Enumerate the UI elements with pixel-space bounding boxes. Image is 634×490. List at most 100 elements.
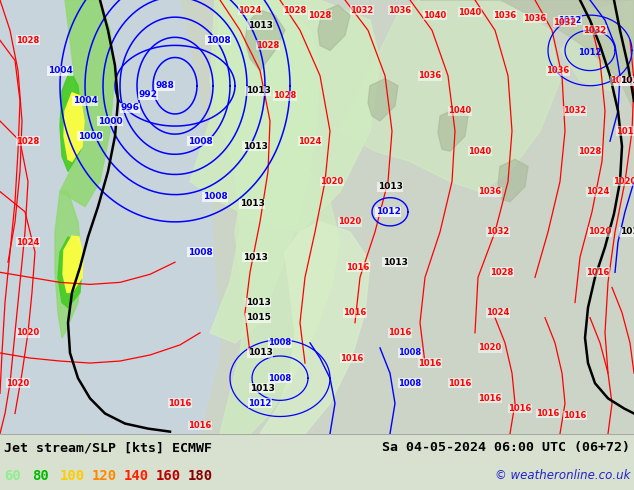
Text: 1013: 1013 bbox=[245, 298, 271, 307]
Text: 1016: 1016 bbox=[188, 421, 212, 430]
Polygon shape bbox=[60, 0, 115, 207]
Text: 1036: 1036 bbox=[418, 71, 442, 80]
Text: 1024: 1024 bbox=[586, 187, 610, 196]
Text: 60: 60 bbox=[4, 469, 21, 483]
Text: 1020: 1020 bbox=[339, 218, 361, 226]
Text: 1013: 1013 bbox=[250, 384, 275, 393]
Text: 1036: 1036 bbox=[547, 66, 569, 75]
Polygon shape bbox=[0, 0, 220, 434]
Text: 1020: 1020 bbox=[611, 76, 633, 85]
Text: 1016: 1016 bbox=[564, 411, 586, 420]
Text: Jet stream/SLP [kts] ECMWF: Jet stream/SLP [kts] ECMWF bbox=[4, 441, 212, 454]
Text: 1013: 1013 bbox=[619, 76, 634, 85]
Text: 1016: 1016 bbox=[616, 126, 634, 136]
Text: 1016: 1016 bbox=[478, 394, 501, 403]
Text: 1000: 1000 bbox=[78, 132, 102, 141]
Text: 1028: 1028 bbox=[273, 91, 297, 100]
Text: 1020: 1020 bbox=[16, 328, 39, 337]
Text: 1032: 1032 bbox=[564, 106, 586, 116]
Text: 1013: 1013 bbox=[247, 348, 273, 358]
Text: 1020: 1020 bbox=[588, 227, 612, 237]
Text: 1040: 1040 bbox=[469, 147, 491, 156]
Text: 996: 996 bbox=[120, 103, 139, 112]
Text: 1008: 1008 bbox=[188, 247, 212, 257]
Polygon shape bbox=[318, 5, 350, 50]
Text: 1032: 1032 bbox=[351, 5, 373, 15]
Text: 988: 988 bbox=[155, 81, 174, 90]
Text: 1008: 1008 bbox=[188, 137, 212, 146]
Text: 120: 120 bbox=[92, 469, 117, 483]
Text: 1036: 1036 bbox=[389, 5, 411, 15]
Polygon shape bbox=[55, 192, 82, 338]
Text: 1028: 1028 bbox=[490, 268, 514, 277]
Text: 1036: 1036 bbox=[479, 187, 501, 196]
Text: 80: 80 bbox=[32, 469, 49, 483]
Text: 1008: 1008 bbox=[205, 36, 230, 45]
Text: 1016: 1016 bbox=[586, 268, 610, 277]
Polygon shape bbox=[63, 236, 83, 293]
Text: 1016: 1016 bbox=[448, 379, 472, 388]
Polygon shape bbox=[210, 0, 320, 343]
Text: 1036: 1036 bbox=[524, 14, 547, 23]
Text: 1016: 1016 bbox=[536, 409, 560, 418]
Text: 1008: 1008 bbox=[398, 348, 422, 358]
Text: 1016: 1016 bbox=[344, 308, 366, 317]
Text: 100: 100 bbox=[60, 469, 85, 483]
Text: Sa 04-05-2024 06:00 UTC (06+72): Sa 04-05-2024 06:00 UTC (06+72) bbox=[382, 441, 630, 454]
Text: 1020: 1020 bbox=[479, 343, 501, 352]
Text: 1020: 1020 bbox=[6, 379, 30, 388]
Text: 1028: 1028 bbox=[283, 5, 307, 15]
Text: 1012: 1012 bbox=[375, 207, 401, 216]
Polygon shape bbox=[190, 0, 380, 232]
Text: 1032: 1032 bbox=[583, 26, 607, 35]
Text: 1016: 1016 bbox=[346, 263, 370, 272]
Text: 1013: 1013 bbox=[245, 86, 271, 95]
Polygon shape bbox=[438, 109, 468, 151]
Polygon shape bbox=[245, 10, 285, 71]
Text: 1028: 1028 bbox=[16, 137, 39, 146]
Text: 1008: 1008 bbox=[398, 379, 422, 388]
Text: 160: 160 bbox=[156, 469, 181, 483]
Polygon shape bbox=[58, 237, 82, 308]
Text: 1028: 1028 bbox=[16, 36, 39, 45]
Text: 1013: 1013 bbox=[619, 227, 634, 237]
Text: 1013: 1013 bbox=[378, 182, 403, 191]
Polygon shape bbox=[64, 93, 84, 161]
Text: 1040: 1040 bbox=[424, 11, 446, 20]
Polygon shape bbox=[498, 159, 528, 202]
Text: 1013: 1013 bbox=[243, 253, 268, 262]
Text: 1013: 1013 bbox=[247, 21, 273, 30]
Text: 1016: 1016 bbox=[340, 353, 364, 363]
Text: 1013: 1013 bbox=[240, 199, 264, 208]
Text: 1024: 1024 bbox=[486, 308, 510, 317]
Text: 1040: 1040 bbox=[448, 106, 472, 116]
Text: 1024: 1024 bbox=[16, 238, 40, 246]
Text: 1024: 1024 bbox=[238, 5, 262, 15]
Text: 180: 180 bbox=[188, 469, 213, 483]
Text: 1040: 1040 bbox=[458, 8, 482, 17]
Text: 1024: 1024 bbox=[299, 137, 321, 146]
Text: 1028: 1028 bbox=[256, 41, 280, 50]
Text: 1013: 1013 bbox=[243, 142, 268, 151]
Text: 1016: 1016 bbox=[418, 359, 442, 368]
Text: 1016: 1016 bbox=[508, 404, 532, 413]
Polygon shape bbox=[260, 222, 370, 434]
Polygon shape bbox=[560, 0, 634, 91]
Text: © weatheronline.co.uk: © weatheronline.co.uk bbox=[495, 469, 630, 483]
Text: 1036: 1036 bbox=[493, 11, 517, 20]
Text: 1020: 1020 bbox=[320, 177, 344, 186]
Polygon shape bbox=[220, 161, 340, 434]
Text: 1013: 1013 bbox=[382, 258, 408, 267]
Text: 1028: 1028 bbox=[308, 11, 332, 20]
Text: 1016: 1016 bbox=[388, 328, 411, 337]
Text: 1032: 1032 bbox=[553, 18, 577, 26]
Text: 1008: 1008 bbox=[268, 374, 292, 383]
Text: 992: 992 bbox=[138, 90, 157, 99]
Text: 1016: 1016 bbox=[168, 399, 191, 408]
Text: 1008: 1008 bbox=[268, 339, 292, 347]
Text: 1004: 1004 bbox=[48, 66, 72, 75]
Text: 1012: 1012 bbox=[249, 399, 272, 408]
Text: 1015: 1015 bbox=[245, 313, 271, 322]
Polygon shape bbox=[368, 79, 398, 121]
Text: 1012: 1012 bbox=[578, 48, 602, 57]
